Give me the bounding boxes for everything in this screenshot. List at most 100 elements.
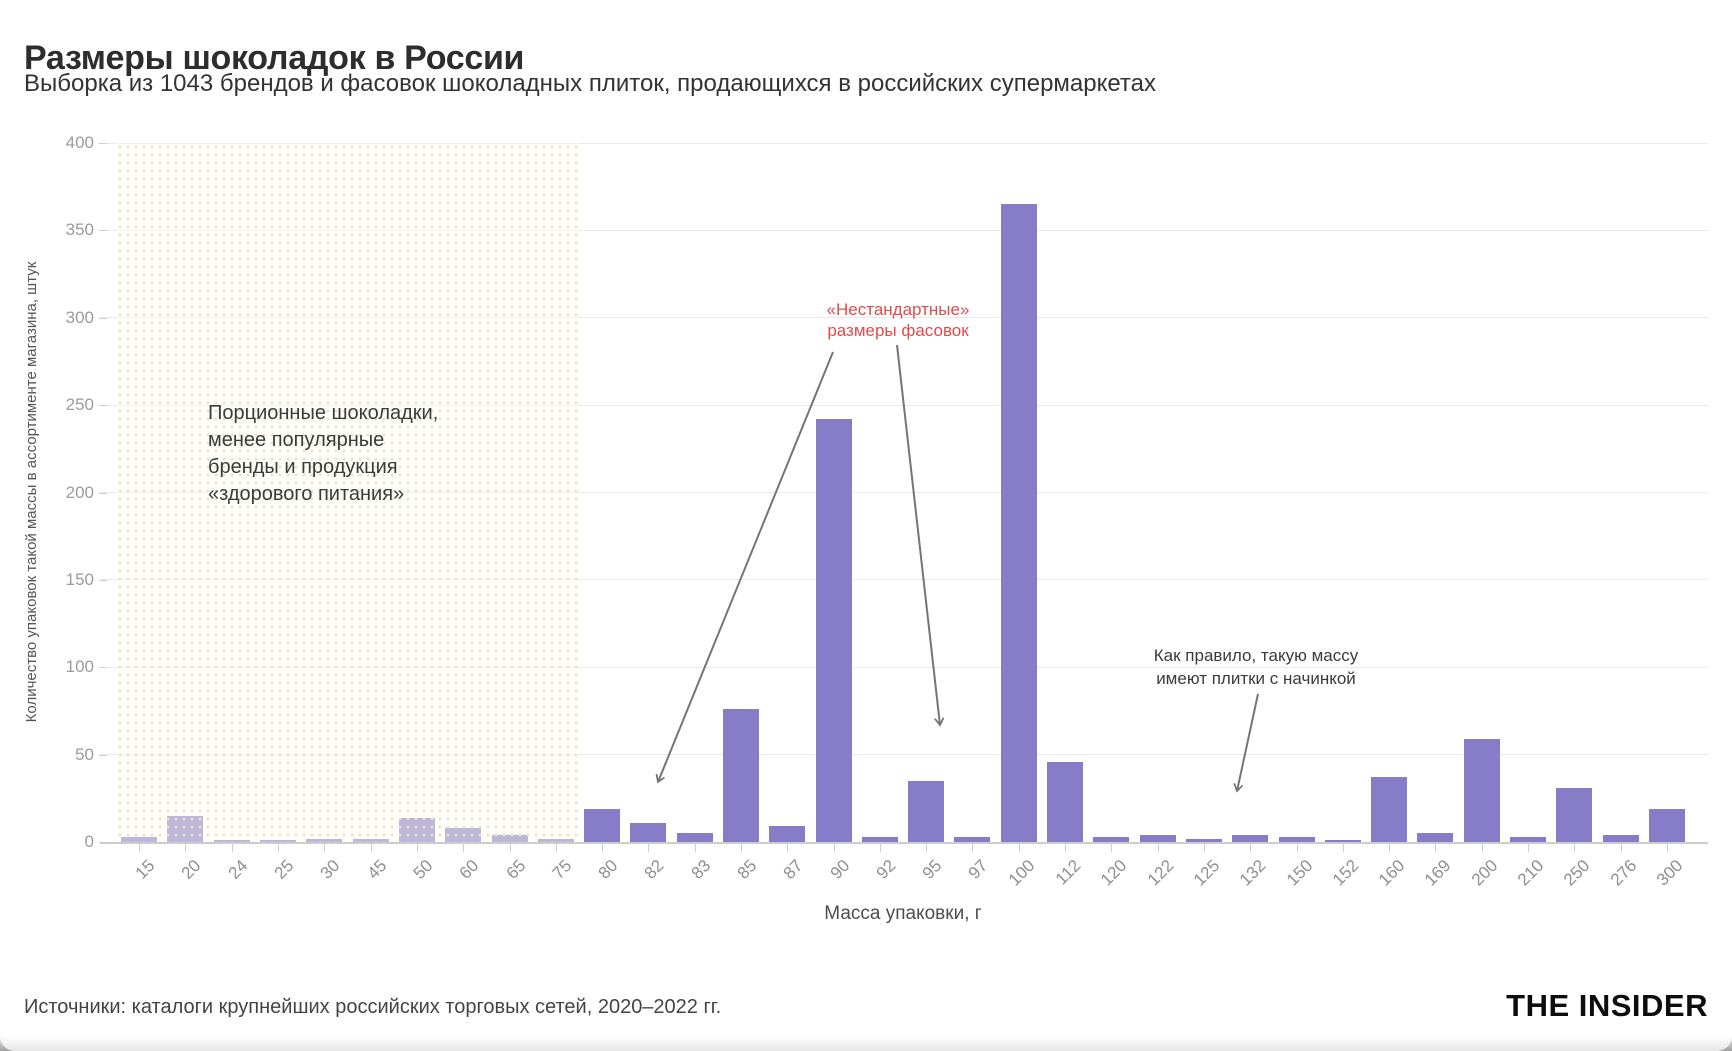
bar-90g xyxy=(815,419,852,842)
x-tick-label-122: 122 xyxy=(1143,856,1178,890)
gridline-50 xyxy=(100,754,1708,756)
annotation-line: Как правило, такую массу xyxy=(1153,646,1359,665)
x-tick-mark xyxy=(555,843,557,852)
x-tick-label-15: 15 xyxy=(131,856,159,883)
x-tick-mark xyxy=(1111,843,1113,852)
x-tick-mark xyxy=(1435,843,1437,852)
x-axis-line xyxy=(100,842,1708,844)
source-note: Источники: каталоги крупнейших российски… xyxy=(24,996,722,1018)
y-tick-mark xyxy=(99,405,107,407)
bar-250g xyxy=(1556,787,1593,842)
x-tick-label-30: 30 xyxy=(316,856,344,883)
x-tick-mark xyxy=(139,843,141,852)
x-tick-label-152: 152 xyxy=(1328,856,1363,890)
x-tick-mark xyxy=(185,843,187,852)
annotation-line: имеют плитки с начинкой xyxy=(1156,669,1356,688)
y-tick-label-200: 200 xyxy=(65,482,94,502)
bar-169g xyxy=(1417,833,1454,842)
annotation-portion-chocolates: Порционные шоколадки, менее популярные б… xyxy=(208,400,438,508)
x-tick-mark xyxy=(879,843,881,852)
x-tick-mark xyxy=(1018,843,1020,852)
x-tick-label-83: 83 xyxy=(687,856,715,883)
x-tick-label-112: 112 xyxy=(1051,856,1085,889)
x-tick-label-100: 100 xyxy=(1004,856,1039,890)
bar-87g xyxy=(769,826,806,842)
x-tick-mark xyxy=(463,843,465,852)
x-tick-label-210: 210 xyxy=(1513,856,1548,890)
x-tick-mark xyxy=(1481,843,1483,852)
x-tick-label-150: 150 xyxy=(1282,856,1316,890)
x-tick-mark xyxy=(1527,843,1529,852)
x-tick-label-132: 132 xyxy=(1236,856,1270,890)
x-tick-label-90: 90 xyxy=(826,856,853,883)
x-tick-mark xyxy=(370,843,372,852)
x-tick-mark xyxy=(1065,843,1067,852)
x-tick-mark xyxy=(602,843,604,852)
x-tick-label-169: 169 xyxy=(1421,856,1455,890)
x-tick-mark xyxy=(1250,843,1252,852)
y-tick-label-250: 250 xyxy=(65,395,94,415)
x-tick-label-80: 80 xyxy=(594,856,622,883)
bar-160g xyxy=(1371,777,1408,842)
x-tick-mark xyxy=(509,843,511,852)
the-insider-logo: THE INSIDER xyxy=(1506,988,1708,1023)
x-tick-mark xyxy=(787,843,789,852)
x-tick-label-82: 82 xyxy=(640,856,668,883)
y-tick-label-0: 0 xyxy=(84,832,94,851)
x-tick-mark xyxy=(1157,843,1159,852)
x-tick-label-60: 60 xyxy=(455,856,483,883)
y-tick-label-400: 400 xyxy=(65,133,94,152)
x-tick-label-20: 20 xyxy=(178,856,205,883)
y-tick-label-300: 300 xyxy=(65,307,94,327)
x-axis-title: Масса упаковки, г xyxy=(824,903,982,924)
x-tick-mark xyxy=(1620,843,1622,852)
page-title: Размеры шоколадок в России xyxy=(24,38,525,77)
x-tick-label-85: 85 xyxy=(733,856,761,883)
x-tick-label-120: 120 xyxy=(1097,856,1131,890)
bar-300g xyxy=(1648,808,1685,842)
x-tick-mark xyxy=(694,843,696,852)
bar-80g xyxy=(584,808,621,842)
x-tick-label-200: 200 xyxy=(1467,856,1502,890)
bar-100g xyxy=(1000,204,1037,842)
bar-150g xyxy=(1278,836,1315,842)
y-tick-mark xyxy=(99,579,107,581)
gridline-400 xyxy=(100,142,1708,144)
bar-85g xyxy=(722,709,759,842)
x-tick-mark xyxy=(648,843,650,852)
x-tick-mark xyxy=(416,843,418,852)
x-tick-label-65: 65 xyxy=(502,856,529,883)
x-tick-label-160: 160 xyxy=(1375,856,1409,890)
x-tick-mark xyxy=(972,843,974,852)
bar-276g xyxy=(1602,835,1639,842)
annotation-line: Порционные шоколадки, xyxy=(208,402,439,424)
x-tick-label-276: 276 xyxy=(1606,856,1640,890)
y-tick-mark xyxy=(99,317,107,319)
x-tick-mark xyxy=(324,843,326,852)
x-tick-mark xyxy=(1574,843,1576,852)
x-tick-label-92: 92 xyxy=(872,856,900,883)
annotation-line: менее популярные xyxy=(208,429,385,451)
x-tick-label-300: 300 xyxy=(1652,856,1687,890)
y-tick-mark xyxy=(99,230,107,232)
y-tick-mark xyxy=(99,492,107,494)
x-tick-mark xyxy=(1342,843,1344,852)
y-tick-mark xyxy=(99,143,107,144)
bar-120g xyxy=(1093,836,1130,842)
annotation-line: размеры фасовок xyxy=(827,321,969,340)
annotation-line: бренды и продукция xyxy=(208,456,398,478)
x-tick-label-97: 97 xyxy=(965,856,992,883)
annotation-line: «здорового питания» xyxy=(208,483,405,505)
x-tick-mark xyxy=(1666,843,1668,852)
annotation-filled-bars: Как правило, такую массу имеют плитки с … xyxy=(1132,644,1380,690)
x-tick-mark xyxy=(740,843,742,852)
y-tick-label-350: 350 xyxy=(65,220,94,240)
x-tick-label-87: 87 xyxy=(779,856,807,883)
bar-97g xyxy=(954,836,991,842)
bar-82g xyxy=(630,822,667,842)
gridline-350 xyxy=(100,229,1708,231)
x-tick-mark xyxy=(1389,843,1391,852)
x-tick-mark xyxy=(926,843,928,852)
